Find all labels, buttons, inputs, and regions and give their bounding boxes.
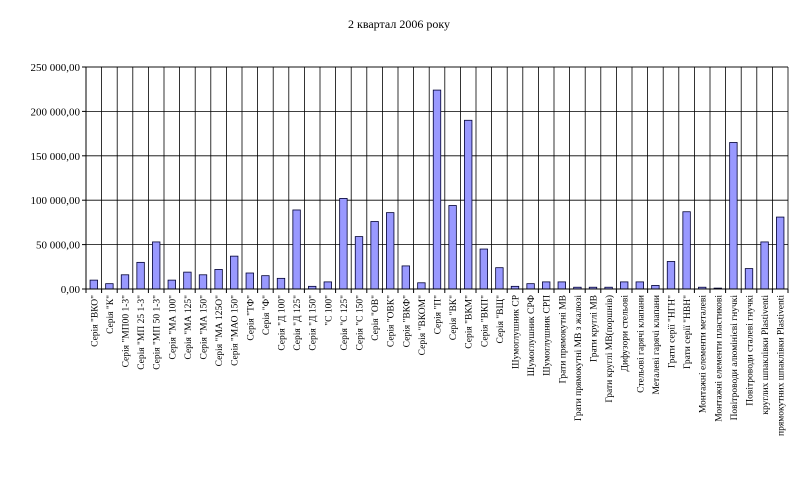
x-tick-label: Серія "ВКП" [480,295,490,347]
x-tick-label: Серія "ВКМ" [465,295,475,349]
x-tick-label: Дифузори стельові [620,295,631,372]
bar [635,281,644,290]
bar [620,281,629,290]
x-tick-label: Серія "ТФ" [246,295,256,341]
y-tick-label: 50 000,00 [36,240,81,252]
x-tick-label: Серія "ВК" [449,295,459,340]
bars [89,89,785,290]
x-tick-label: Серія "МА 150" [200,295,210,360]
bar [417,282,426,290]
x-tick-label: Серія "С 150" [356,295,366,351]
x-tick-label: Металеві гарячі клапани [652,295,662,395]
bar [292,209,301,290]
x-tick-label: Серія "МАО 150" [231,295,241,366]
y-tick-label: 200 000,00 [31,106,81,118]
bar [760,241,769,290]
x-tick-label: Серія "ОВ" [371,295,381,341]
bar [354,236,364,290]
bar [198,274,208,290]
bar [152,241,161,290]
gridlines [86,66,789,289]
x-tick-label: Серія "С 125" [340,295,350,351]
bar [261,275,270,290]
x-tick-label: Грати прямокутні МВ з жалюзі [574,295,584,421]
x-tick-label: Грати круглі МВ(поршнів) [604,295,615,403]
bar [682,211,691,290]
x-tick-label: круглих шпаклівки Plastiventi [761,295,771,415]
bar [432,89,442,290]
x-tick-label: Повітроводи сталеві гнучкі [746,295,756,406]
bar [464,119,473,290]
chart-title: 2 квартал 2006 року [348,17,450,31]
x-tick-label: Серія "МА 125" [184,295,194,360]
x-tick-label: Стельові гарячі клапани [636,295,646,393]
y-tick-label: 250 000,00 [31,62,81,74]
y-tick-labels: 0,00 50 000,00 100 000,00 150 000,00 200 000… [31,62,81,296]
y-tick-label: 150 000,00 [31,151,81,163]
x-tick-label: Грати круглі МВ [590,295,600,362]
x-tick-label: Повітроводи алюмінієві гнучкі [730,295,740,421]
x-tick-label: Грати прямокутні МВ [558,295,568,383]
bar [370,221,379,290]
x-tick-label: Серія "ВКО" [90,295,100,347]
x-tick-label: Грати серії "НГН" [668,295,678,368]
x-tick-label: Монтажні елементи пластикові [714,295,724,422]
y-tick-label: 100 000,00 [31,195,81,207]
bar [276,277,286,290]
x-tick-label: Серія "Ф" [262,295,272,335]
x-tick-label: Серія "ВКОМ" [418,295,428,355]
x-tick-label: Серія "Д 150" [309,295,319,351]
x-tick-label: Серія "Д 100" [278,295,288,351]
bar [448,205,457,290]
y-tick-label: 0,00 [61,284,81,296]
x-tick-label: Серія "МП00 1-3" [122,295,132,368]
x-tick-label: Серія "ВКФ" [402,295,412,347]
bar [386,212,395,290]
bar [651,285,660,290]
x-tick-label: Серія "МП 50 1-3" [153,295,163,370]
x-tick-label: Серія "К" [106,295,116,334]
bar [401,265,410,290]
x-tick-label: Серія "МА 100" [168,295,178,360]
x-tick-label: прямокутних шпаклівки Plastiventi [777,295,787,436]
bar [744,268,754,290]
bar [105,283,114,290]
x-tick-label: Серія "МА 125О" [215,295,225,366]
bar [120,274,130,290]
bar [729,142,738,290]
bar [136,261,145,290]
bar [776,216,785,290]
x-tick-label: Серія "МП 25 1-3" [137,295,147,370]
bar [230,255,239,290]
bar [183,271,192,290]
bar [542,281,551,290]
x-tick-label: Шумоглушник СР [512,295,522,369]
axes [82,66,789,293]
bar [245,272,254,290]
x-tick-label: Серія "ВЩ" [496,295,506,344]
bar [214,269,223,290]
bar [479,248,488,290]
x-tick-label: Монтажні елементи металеві [699,295,709,414]
x-tick-label: Серія "Д 125" [293,295,303,351]
x-tick-label: Серія "ОВК" [387,295,397,347]
bar [666,261,676,290]
x-tick-label: Серія "П" [434,295,444,335]
x-tick-label: Шумоглушник СРФ [527,295,537,377]
bar [557,281,566,290]
bar [167,279,176,290]
bar [323,281,332,290]
bar [495,267,504,290]
x-tick-label: Шумоглушник СРП [543,295,553,376]
bar [339,198,348,290]
x-tick-label: "С 100" [324,295,334,326]
bar [89,279,98,290]
x-tick-label: Грати серії "НВН" [683,295,693,369]
x-tick-labels: Серія "ВКО" Серія "К" Серія "МП00 1-3" Сері… [90,295,786,436]
bar [526,283,535,290]
